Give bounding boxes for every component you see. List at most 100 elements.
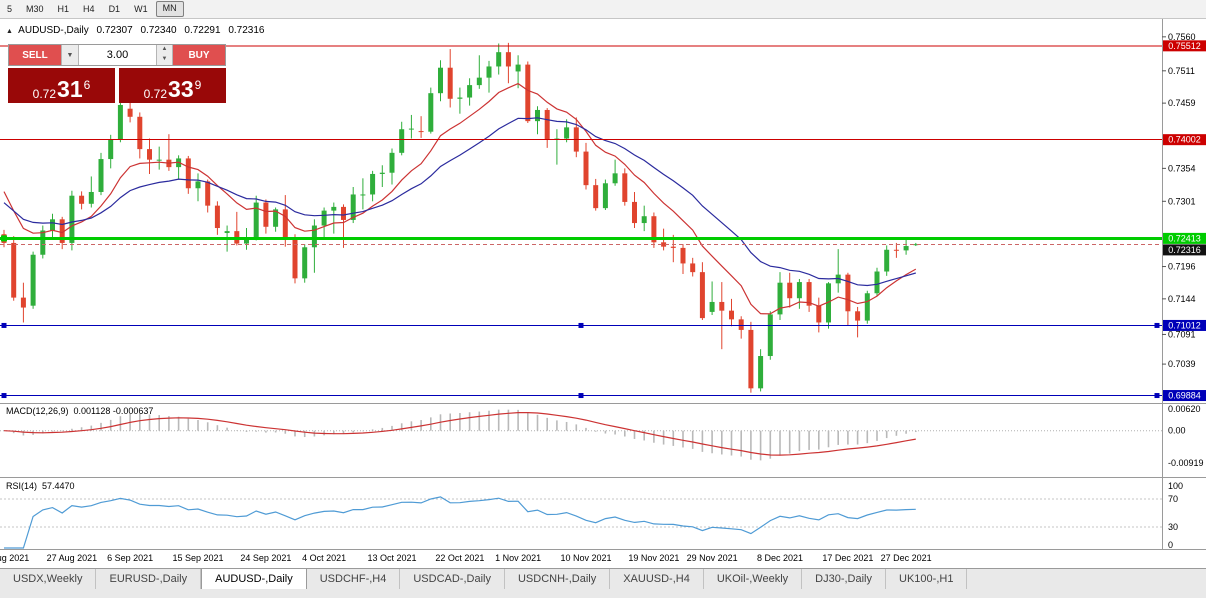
line-handle[interactable] (1154, 322, 1160, 328)
candle-body (214, 205, 220, 229)
candle-body (826, 283, 831, 323)
candle-body (370, 173, 376, 195)
candle-body (535, 109, 540, 122)
candle-body (612, 173, 618, 184)
candle-body (341, 206, 346, 220)
macd-values: 0.001128 -0.000637 (73, 406, 154, 416)
chevron-up-icon[interactable]: ▲ (157, 45, 172, 55)
candle-body (806, 282, 812, 306)
buy-price[interactable]: 0.72 33 9 (119, 68, 226, 103)
line-anchor[interactable] (1, 235, 7, 242)
date-tick-label: 27 Dec 2021 (881, 553, 932, 563)
rsi-line (4, 496, 916, 549)
candle-body (777, 282, 783, 315)
timeframe-w1[interactable]: W1 (134, 4, 148, 14)
buy-price-prefix: 0.72 (143, 87, 168, 101)
timeframe-m30[interactable]: M30 (26, 4, 44, 14)
tab-usdchf-h4[interactable]: USDCHF-,H4 (306, 569, 401, 589)
candle-body (20, 297, 26, 308)
ohlc-low: 0.72291 (184, 25, 221, 36)
date-tick-label: 15 Sep 2021 (172, 553, 223, 563)
date-tick-label: 18 Aug 2021 (0, 553, 29, 563)
chevron-down-icon[interactable]: ▼ (157, 55, 172, 65)
price-line-label (1163, 232, 1206, 244)
price-tick-label: 0.7354 (1168, 163, 1196, 173)
timeframe-5[interactable]: 5 (7, 4, 13, 14)
candle-body (690, 263, 696, 273)
tab-uk100-h1[interactable]: UK100-,H1 (886, 569, 968, 589)
sell-price[interactable]: 0.72 31 6 (8, 68, 115, 103)
line-handle[interactable] (578, 393, 584, 399)
candle-body (408, 128, 414, 130)
candle-body (418, 131, 424, 133)
line-handle[interactable] (578, 322, 584, 328)
price-line-label (1163, 40, 1206, 52)
candle-body (738, 319, 744, 330)
candle-body (593, 185, 599, 209)
candle-body (670, 246, 676, 248)
one-click-collapse-icon[interactable]: ▲ (6, 28, 13, 35)
tab-usdcnh-daily[interactable]: USDCNH-,Daily (504, 569, 611, 589)
candle-body (661, 242, 667, 247)
ohlc-open: 0.72307 (96, 25, 133, 36)
tab-ukoil-weekly[interactable]: UKOil-,Weekly (703, 569, 803, 589)
candle-body (253, 202, 259, 239)
price-tick-label: 0.7511 (1168, 66, 1195, 76)
line-handle[interactable] (1154, 393, 1160, 399)
candle-body (496, 52, 502, 67)
candle-body (108, 139, 114, 160)
tab-usdcad-daily[interactable]: USDCAD-,Daily (400, 569, 505, 589)
line-handle[interactable] (1, 322, 7, 328)
candle-body (699, 272, 705, 319)
tab-eurusd-daily[interactable]: EURUSD-,Daily (96, 569, 202, 589)
date-tick-label: 13 Oct 2021 (367, 553, 416, 563)
rsi-axis-label: 30 (1168, 522, 1178, 532)
date-tick-label: 1 Nov 2021 (495, 553, 541, 563)
timeframe-mn[interactable]: MN (155, 1, 184, 17)
date-tick-label: 17 Dec 2021 (822, 553, 873, 563)
candle-body (884, 249, 890, 272)
buy-price-big: 33 (168, 76, 194, 102)
chart-title: ▲ AUDUSD-,Daily 0.72307 0.72340 0.72291 … (6, 25, 269, 36)
date-tick-label: 6 Sep 2021 (107, 553, 153, 563)
line-handle[interactable] (1, 393, 7, 399)
candle-body (79, 195, 85, 204)
candle-body (331, 206, 337, 211)
candle-body (30, 254, 36, 306)
date-tick-label: 24 Sep 2021 (240, 553, 291, 563)
tab-xauusd-h4[interactable]: XAUUSD-,H4 (610, 569, 704, 589)
tab-usdx-weekly[interactable]: USDX,Weekly (0, 569, 97, 589)
candle-body (583, 151, 589, 186)
candle-body (680, 247, 686, 264)
sell-button[interactable]: SELL (9, 45, 61, 65)
candle-body (903, 246, 909, 251)
candle-body (816, 305, 822, 323)
volume-stepper[interactable]: ▲ ▼ (156, 45, 173, 65)
candle-body (622, 173, 628, 202)
price-tick-label: 0.7459 (1168, 98, 1196, 108)
candle-body (467, 85, 473, 98)
date-tick-label: 8 Dec 2021 (757, 553, 803, 563)
rsi-panel (0, 498, 1162, 528)
timeframe-h1[interactable]: H1 (57, 4, 70, 14)
timeframe-h4[interactable]: H4 (83, 4, 95, 14)
candle-body (632, 201, 637, 224)
timeframe-d1[interactable]: D1 (108, 4, 121, 14)
sell-price-pip: 6 (83, 78, 91, 92)
candle-body (302, 247, 308, 279)
buy-button[interactable]: BUY (173, 45, 225, 65)
price-chart[interactable]: 0.7560 0.7511 0.7459 0.7354 0.7301 0.7196 0.71… (0, 0, 1206, 568)
price-line-label-text: 0.71012 (1168, 320, 1201, 330)
rsi-axis-label: 70 (1168, 494, 1178, 504)
candle-body (244, 238, 249, 244)
candle-body (88, 191, 94, 204)
candle-body (729, 310, 734, 320)
volume-dropdown[interactable]: ▼ (61, 45, 79, 65)
candle-body (874, 271, 880, 294)
price-tick-label: 0.7196 (1168, 262, 1196, 272)
volume-input[interactable]: 3.00 (106, 49, 129, 61)
tab-dj30-daily[interactable]: DJ30-,Daily (802, 569, 887, 589)
candle-body (137, 116, 143, 150)
macd-indicator-label: MACD(12,26,9) 0.001128 -0.000637 (6, 406, 158, 416)
tab-audusd-daily[interactable]: AUDUSD-,Daily (201, 569, 307, 589)
